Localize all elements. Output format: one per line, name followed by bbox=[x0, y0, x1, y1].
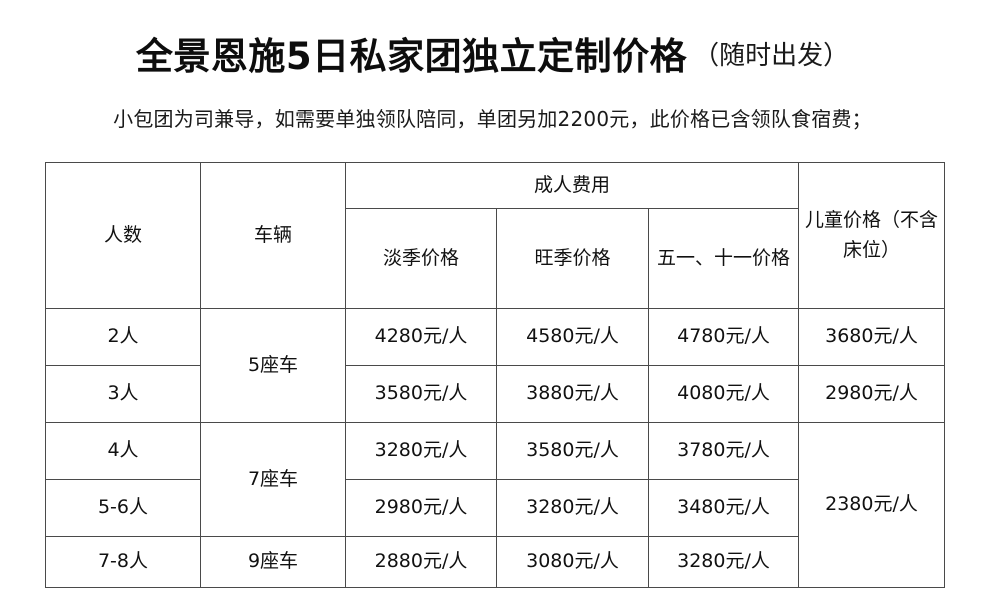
cell-people: 3人 bbox=[45, 365, 201, 423]
cell-vehicle: 7座车 bbox=[200, 422, 346, 537]
cell-people: 2人 bbox=[45, 308, 201, 366]
cell-vehicle: 9座车 bbox=[200, 536, 346, 588]
pricing-table: 人数 车辆 成人费用 儿童价格（不含床位） 淡季价格 旺季价格 五一、十一价格 … bbox=[45, 162, 945, 588]
cell-child-price: 3680元/人 bbox=[798, 308, 945, 366]
cell-high-season-price: 3280元/人 bbox=[496, 479, 649, 537]
cell-low-season-price: 3280元/人 bbox=[345, 422, 497, 480]
cell-people: 7-8人 bbox=[45, 536, 201, 588]
cell-holiday-price: 4780元/人 bbox=[648, 308, 799, 366]
table-header-row-group: 人数 车辆 成人费用 儿童价格（不含床位） bbox=[45, 162, 945, 309]
cell-low-season-price: 4280元/人 bbox=[345, 308, 497, 366]
cell-holiday-price: 4080元/人 bbox=[648, 365, 799, 423]
page-subtitle-text: 小包团为司兼导，如需要单独领队陪同，单团另加2200元，此价格已含领队食宿费； bbox=[113, 107, 872, 131]
pricing-table-container: 人数 车辆 成人费用 儿童价格（不含床位） 淡季价格 旺季价格 五一、十一价格 … bbox=[45, 162, 945, 588]
cell-people: 5-6人 bbox=[45, 479, 201, 537]
page-title-suffix: （随时出发） bbox=[693, 40, 850, 71]
table-row: 3人 3580元/人 3880元/人 4080元/人 2980元/人 bbox=[45, 365, 945, 423]
page-subtitle: 小包团为司兼导，如需要单独领队陪同，单团另加2200元，此价格已含领队食宿费； bbox=[0, 103, 985, 132]
cell-low-season-price: 2880元/人 bbox=[345, 536, 497, 588]
cell-people: 4人 bbox=[45, 422, 201, 480]
cell-child-price: 2380元/人 bbox=[798, 422, 945, 588]
header-cell-vehicle: 车辆 bbox=[200, 162, 346, 309]
table-row: 4人 7座车 3280元/人 3580元/人 3780元/人 2380元/人 bbox=[45, 422, 945, 588]
header-cell-high-season: 旺季价格 bbox=[496, 208, 649, 309]
cell-holiday-price: 3780元/人 bbox=[648, 422, 799, 480]
page-title-main: 全景恩施5日私家团独立定制价格 bbox=[135, 35, 688, 78]
header-cell-adult-fee-group: 成人费用 bbox=[345, 162, 799, 209]
cell-child-price: 2980元/人 bbox=[798, 365, 945, 423]
table-header-row-seasons: 淡季价格 旺季价格 五一、十一价格 bbox=[46, 208, 945, 309]
table-row: 7-8人 9座车 2880元/人 3080元/人 3280元/人 bbox=[45, 536, 945, 588]
cell-high-season-price: 3080元/人 bbox=[496, 536, 649, 588]
header-cell-child-price: 儿童价格（不含床位） bbox=[798, 162, 945, 309]
header-cell-holiday-season: 五一、十一价格 bbox=[648, 208, 799, 309]
table-row: 5-6人 2980元/人 3280元/人 3480元/人 bbox=[45, 479, 945, 537]
cell-low-season-price: 2980元/人 bbox=[345, 479, 497, 537]
page-title: 全景恩施5日私家团独立定制价格 （随时出发） bbox=[0, 26, 985, 80]
cell-high-season-price: 4580元/人 bbox=[496, 308, 649, 366]
header-cell-low-season: 淡季价格 bbox=[345, 208, 497, 309]
header-cell-people: 人数 bbox=[45, 162, 201, 309]
cell-high-season-price: 3580元/人 bbox=[496, 422, 649, 480]
cell-holiday-price: 3280元/人 bbox=[648, 536, 799, 588]
cell-vehicle: 5座车 bbox=[200, 308, 346, 423]
cell-high-season-price: 3880元/人 bbox=[496, 365, 649, 423]
table-row: 2人 5座车 4280元/人 4580元/人 4780元/人 3680元/人 bbox=[45, 308, 945, 423]
cell-low-season-price: 3580元/人 bbox=[345, 365, 497, 423]
cell-holiday-price: 3480元/人 bbox=[648, 479, 799, 537]
